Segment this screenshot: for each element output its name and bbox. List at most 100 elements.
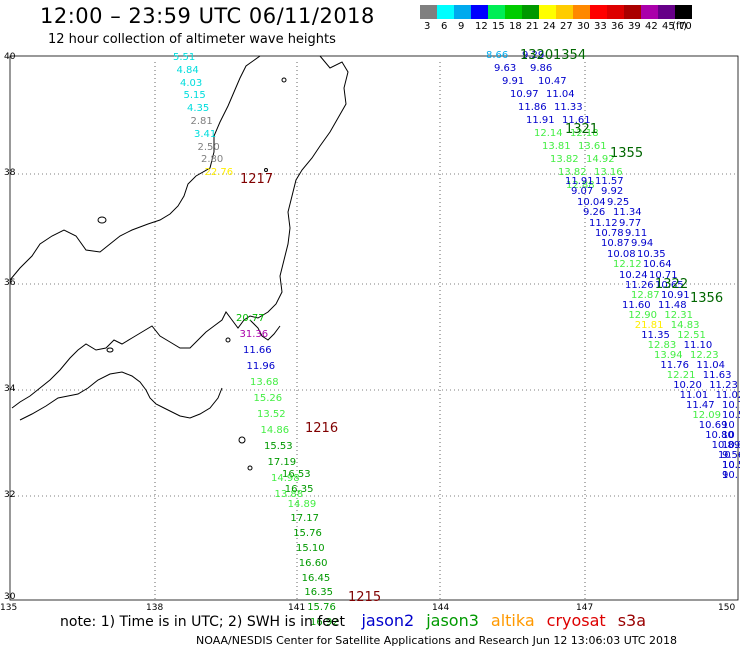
wave-height-value: 16.53 [282,469,311,480]
wave-height-value: 10.64 [643,259,672,271]
satellite-name: jason3 [426,611,479,630]
lon-tick-label: 147 [576,603,594,613]
wave-height-value: 9.07 [571,186,594,198]
track-id-label: 1216 [305,421,339,436]
wave-height-value: 11.33 [554,102,583,113]
wave-height-value: 9.86 [530,63,553,74]
wave-height-value: 21.81 [634,320,664,331]
wave-height-value: 10.71 [649,269,678,281]
wave-height-value: 9.63 [494,63,517,74]
wave-height-value: 16.92 [310,617,339,628]
legend-swatch [607,5,624,19]
legend-value: 12 [475,21,488,32]
wave-height-value: 5.15 [183,90,206,102]
wave-height-value: 17.17 [290,513,320,525]
wave-height-value: 12.88 [566,180,595,191]
wave-height-value: 16.35 [284,483,314,495]
wave-height-value: 11.76 [660,360,690,371]
wave-height-value: 20.77 [236,313,265,324]
lat-tick-label: 36 [4,278,16,288]
wave-height-value: 12.51 [677,330,706,341]
wave-height-value: 3.41 [194,128,217,140]
wave-height-value: 10 [718,450,731,461]
wave-height-value: 11.91 [565,176,594,187]
track-id-label: 1320 [520,48,554,63]
wave-height-value: 9.56 [722,450,740,461]
wave-height-value: 10.5 [722,460,740,471]
lat-tick-label: 40 [4,52,16,62]
lat-tick-label: 30 [4,592,16,602]
wave-height-value: 14.89 [287,498,317,510]
legend-swatch [505,5,522,19]
wave-height-value: 10. [722,470,738,481]
wave-height-value: 9.26 [583,207,606,219]
wave-height-value: 15.76 [307,602,336,614]
wave-height-value: 12.31 [664,310,694,321]
wave-height-value: 12.18 [570,128,599,139]
track-id-label: 1354 [553,48,587,63]
wave-height-value: 16.60 [298,557,328,569]
wave-height-value: 31.36 [239,329,269,340]
wave-height-value: 11.61 [562,115,591,126]
track-id-label: 1322 [655,277,689,292]
wave-height-value: 13.81 [542,141,571,152]
wave-height-value: 10.97 [510,89,539,100]
lat-tick-label: 34 [4,384,16,394]
legend-value: 21 [526,21,539,32]
wave-height-value: 2.80 [201,154,224,166]
wave-height-value: 10.47 [538,76,567,87]
legend-value: 36 [611,21,624,32]
wave-height-value: 11.63 [702,370,732,381]
legend-value: 24 [543,21,556,32]
wave-height-value: 10.69 [698,420,728,431]
note-text: note: 1) Time is in UTC; 2) SWH is in fe… [60,614,346,630]
wave-height-value: 12.09 [692,410,722,421]
wave-height-value: 10.65 [655,280,684,291]
wave-height-value: 9.11 [625,228,648,239]
wave-height-value: 10.91 [661,290,690,302]
wave-height-value: 12.23 [690,350,719,361]
wave-height-value: 10.04 [577,196,606,208]
legend-swatch [675,5,692,19]
legend-swatch [522,5,539,19]
wave-height-value: 11.34 [613,207,642,219]
legend-value: 30 [577,21,590,32]
wave-height-value: 11.04 [546,89,575,100]
wave-height-value: 2.81 [190,116,213,127]
wave-height-value: 13.16 [594,167,623,178]
graticule [10,62,738,600]
wave-height-value: 11.01 [679,390,709,401]
lon-tick-label: 135 [0,603,18,613]
legend-swatch [437,5,454,19]
satellite-name: s3a [617,611,647,630]
legend-value: 9 [458,21,465,32]
legend-value: 42 [645,21,658,32]
lat-tick-label: 38 [4,168,16,178]
wave-height-value: 10.89 [711,440,740,451]
wave-height-value: 5.51 [173,52,196,63]
legend-value: 33 [594,21,607,32]
satellite-name: jason2 [361,611,415,630]
wave-height-value: 16.45 [301,572,331,584]
wave-height-value: 13.82 [558,167,587,178]
wave-height-value: 9.77 [619,217,642,229]
map-title: 12:00 – 23:59 UTC 06/11/2018 [40,4,375,28]
wave-height-value: 10.79 [722,400,740,411]
wave-height-value: 11.66 [243,345,272,356]
wave-height-value: 14.83 [670,320,700,331]
track-id-label: 1356 [690,291,724,306]
track-id-label: 1355 [610,146,644,161]
wave-height-value: 10.78 [595,228,624,239]
wave-height-value: 15.76 [293,528,322,540]
legend-value: 18 [509,21,522,32]
legend-value: 27 [560,21,573,32]
wave-height-value: 10.20 [673,380,702,391]
legend-swatch [556,5,573,19]
wave-height-value: 13.61 [578,141,607,152]
wave-height-value: 8.66 [486,50,509,61]
satellite-legend: jason2 jason3 altika cryosat s3a [349,611,647,630]
wave-height-value: 13.88 [274,489,304,500]
legend-swatch [488,5,505,19]
wave-height-value: 15.10 [296,543,325,554]
